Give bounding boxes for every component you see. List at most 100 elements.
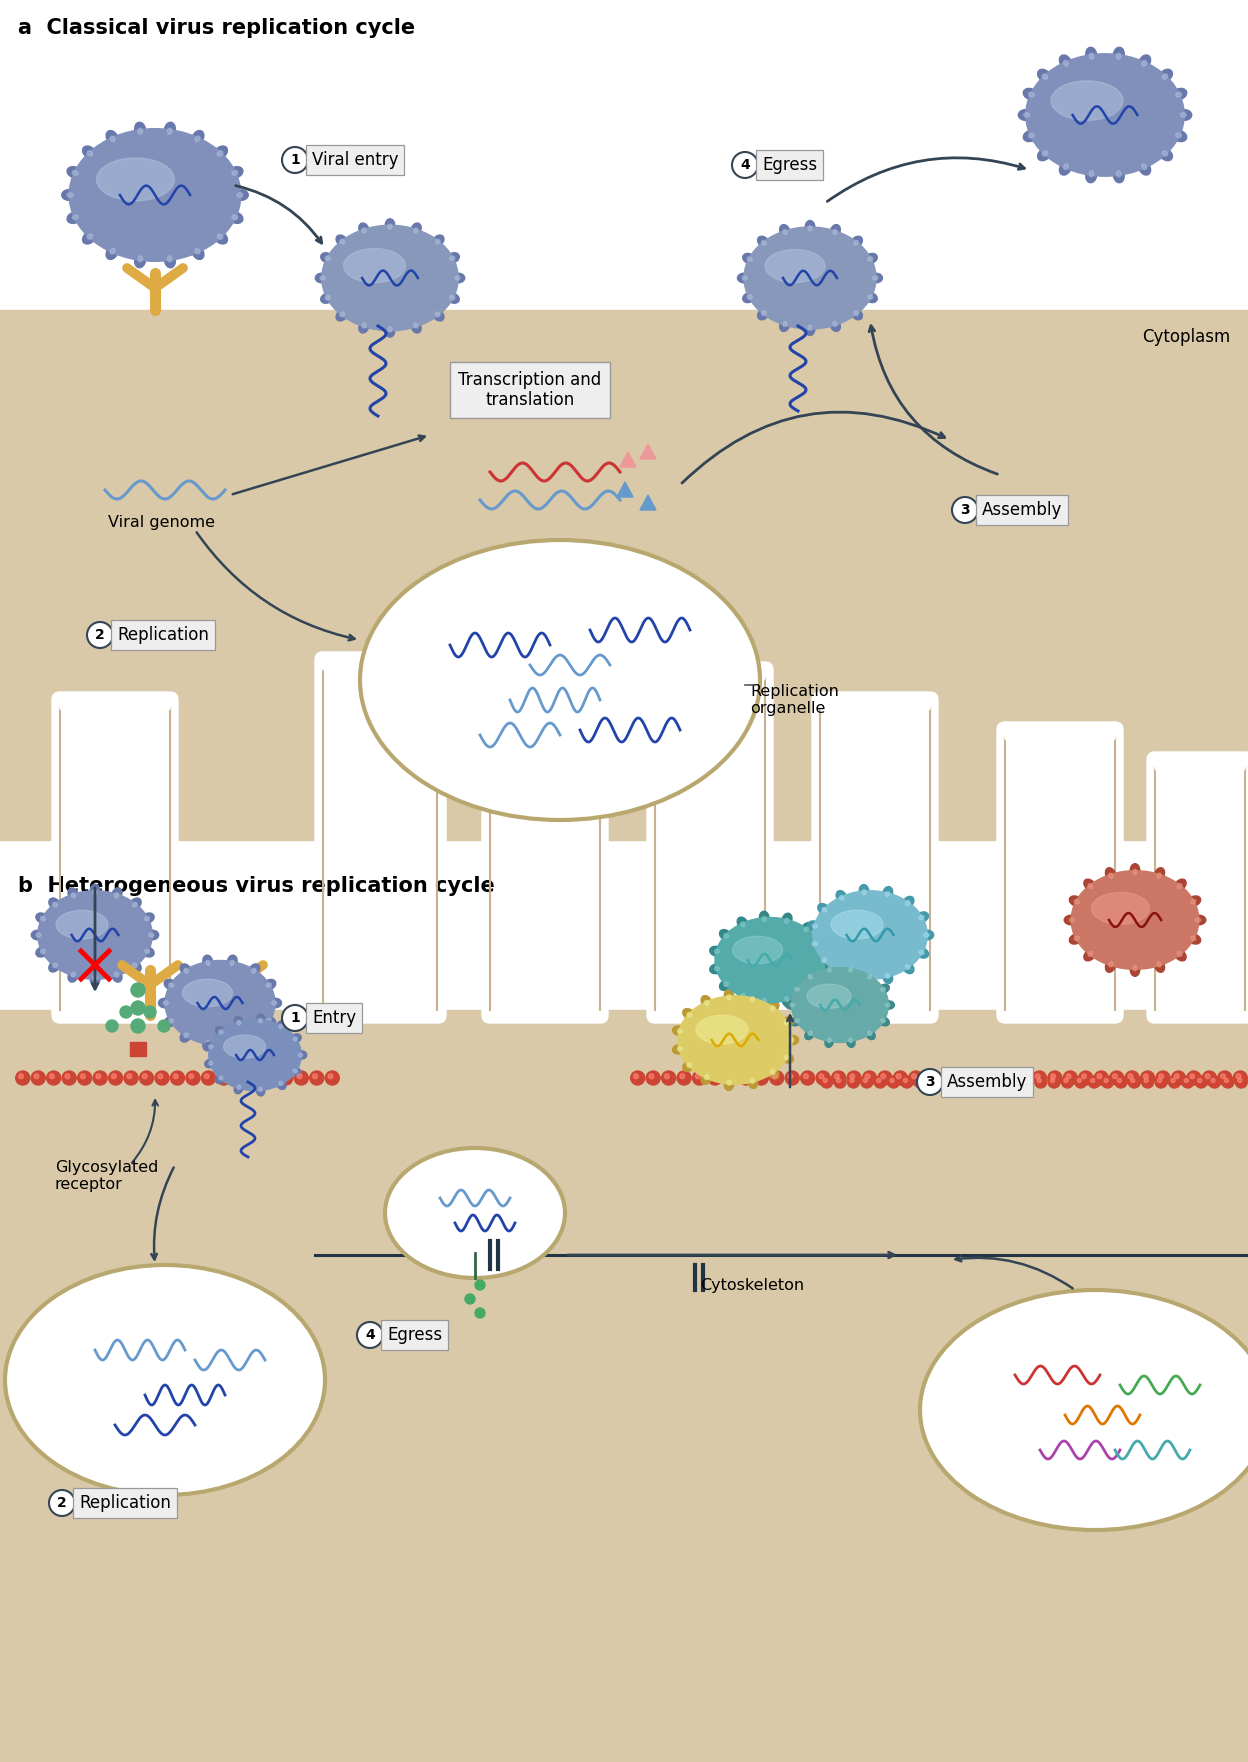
Ellipse shape [135,122,146,137]
Ellipse shape [205,1041,216,1050]
Ellipse shape [293,1070,297,1073]
Ellipse shape [272,1001,277,1004]
Circle shape [1075,1077,1087,1087]
Ellipse shape [217,152,222,155]
Text: Viral genome: Viral genome [109,515,215,530]
Ellipse shape [37,892,152,980]
Ellipse shape [321,252,333,263]
Circle shape [850,1073,855,1078]
Circle shape [144,1006,156,1018]
Ellipse shape [326,255,331,261]
Circle shape [850,1078,854,1082]
Circle shape [724,1071,738,1085]
Ellipse shape [165,1017,177,1027]
Circle shape [1002,1071,1016,1085]
Ellipse shape [741,994,745,997]
Circle shape [1208,1077,1221,1087]
Circle shape [925,1071,938,1085]
Ellipse shape [69,969,79,981]
Circle shape [1017,1071,1031,1085]
Circle shape [1063,1071,1077,1085]
Ellipse shape [1106,867,1116,881]
Ellipse shape [820,700,930,717]
Circle shape [1021,1077,1033,1087]
Ellipse shape [195,136,200,141]
Ellipse shape [248,964,260,976]
Circle shape [1131,1078,1134,1082]
Circle shape [864,1078,867,1082]
Circle shape [282,1073,287,1078]
Ellipse shape [785,997,789,1003]
Circle shape [205,1073,210,1078]
Bar [0,840,1248,1010]
Ellipse shape [807,226,812,231]
Ellipse shape [206,960,210,966]
Ellipse shape [1157,962,1161,967]
Circle shape [158,1020,170,1033]
Circle shape [741,1073,746,1078]
Circle shape [711,1073,715,1078]
Ellipse shape [678,996,792,1084]
Text: Cytoplasm: Cytoplasm [1142,328,1231,345]
Ellipse shape [1088,951,1093,957]
Circle shape [1114,1077,1127,1087]
Circle shape [80,1073,85,1078]
Ellipse shape [258,1087,262,1091]
Ellipse shape [859,973,869,985]
Circle shape [1078,1071,1093,1085]
Ellipse shape [760,996,769,1010]
Circle shape [726,1073,731,1078]
Ellipse shape [1108,872,1113,879]
Circle shape [1196,1077,1207,1087]
Circle shape [65,1073,70,1078]
Circle shape [1187,1071,1201,1085]
Ellipse shape [205,1059,216,1068]
Ellipse shape [106,130,119,144]
Circle shape [816,1071,830,1085]
Ellipse shape [831,911,884,939]
Circle shape [1157,1078,1162,1082]
Circle shape [251,1073,256,1078]
Ellipse shape [804,988,809,994]
Ellipse shape [1028,92,1035,97]
Text: Glycosylated
receptor: Glycosylated receptor [55,1159,158,1193]
Ellipse shape [82,231,96,243]
Ellipse shape [782,229,787,234]
Ellipse shape [822,907,826,913]
Circle shape [282,146,308,173]
Circle shape [1036,1073,1040,1078]
Ellipse shape [233,190,248,201]
Circle shape [1094,1071,1108,1085]
Ellipse shape [1187,934,1201,944]
Circle shape [1236,1077,1247,1087]
Ellipse shape [877,985,890,994]
Ellipse shape [741,922,745,927]
Ellipse shape [701,996,711,1008]
Ellipse shape [854,310,859,315]
Circle shape [876,1078,881,1082]
Ellipse shape [720,980,731,990]
Ellipse shape [817,955,830,966]
Circle shape [328,1073,333,1078]
Circle shape [874,1077,886,1087]
Ellipse shape [218,1031,223,1034]
Circle shape [131,983,145,997]
Ellipse shape [906,900,910,906]
Ellipse shape [867,294,872,300]
Ellipse shape [454,277,461,280]
Text: Replication
organelle: Replication organelle [750,684,839,715]
Ellipse shape [919,916,924,920]
Ellipse shape [724,1078,734,1091]
Ellipse shape [5,1265,324,1494]
Circle shape [1182,1077,1194,1087]
Ellipse shape [1075,936,1080,941]
Ellipse shape [1065,914,1078,925]
Ellipse shape [786,1036,799,1045]
Ellipse shape [1131,962,1139,976]
Circle shape [770,1071,784,1085]
Ellipse shape [1042,74,1048,79]
Circle shape [295,1071,308,1085]
Circle shape [131,1001,145,1015]
Ellipse shape [814,973,826,983]
Circle shape [986,1071,1000,1085]
